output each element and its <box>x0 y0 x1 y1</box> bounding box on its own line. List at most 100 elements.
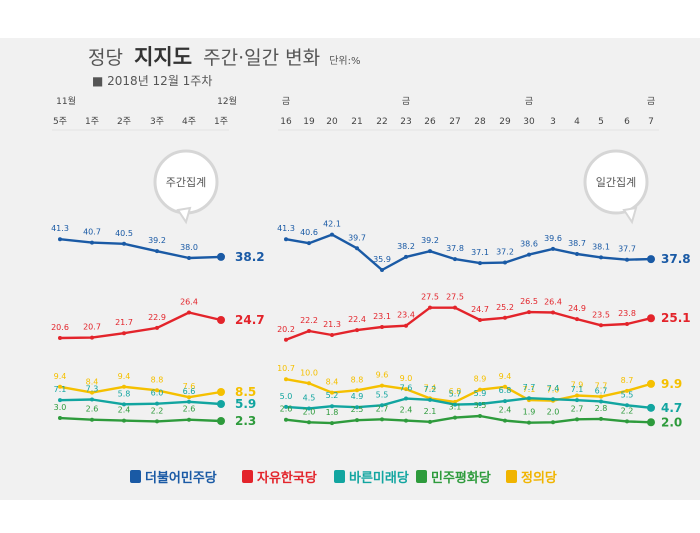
x-tick-label: 29 <box>499 117 511 127</box>
data-label: 8.9 <box>474 375 487 384</box>
data-label: 7.2 <box>424 385 437 394</box>
legend-label: 더불어민주당 <box>145 470 217 486</box>
data-label: 7.1 <box>523 385 536 394</box>
data-label: 7.1 <box>571 385 584 394</box>
data-label: 2.7 <box>376 404 389 413</box>
data-point <box>625 321 629 326</box>
data-point <box>330 332 334 337</box>
bubbles: 주간집계 일간집계 <box>153 149 649 225</box>
top-tick-label: 금 <box>402 96 410 107</box>
series-line <box>59 416 222 423</box>
panel-daily: 금 금 금 금 16 19 20 21 22 23 26 27 28 29 30 3 4 5 6 7 <box>278 96 659 131</box>
data-point <box>330 404 334 409</box>
data-label: 41.3 <box>51 224 69 233</box>
data-label: 2.7 <box>571 404 584 413</box>
data-point <box>599 323 603 328</box>
data-point <box>330 421 334 426</box>
data-point <box>478 402 482 406</box>
data-point <box>355 418 359 423</box>
data-label: 22.2 <box>300 316 318 325</box>
data-label: 7.0 <box>547 386 560 395</box>
data-label: 8.4 <box>86 378 99 387</box>
data-point <box>58 237 62 242</box>
legend-item: 정의당 <box>506 470 557 486</box>
data-point <box>284 377 288 382</box>
series-weekly-4: 3.0 2.6 2.4 2.2 2.6 2.3 <box>54 403 257 428</box>
data-label: 2.4 <box>499 406 512 415</box>
data-point <box>647 314 655 323</box>
data-label: 37.1 <box>471 248 489 257</box>
callout-bubble: 일간집계 <box>583 149 649 225</box>
data-point <box>503 399 507 404</box>
data-label: 2.6 <box>86 405 99 414</box>
data-point <box>647 379 655 388</box>
data-point <box>453 257 457 262</box>
data-point <box>307 381 311 386</box>
data-label: 3.0 <box>54 403 67 412</box>
data-label: 38.1 <box>592 242 610 251</box>
legend-swatch <box>334 470 345 483</box>
data-label: 9.0 <box>400 374 413 383</box>
data-label: 38.7 <box>568 239 586 248</box>
data-point <box>307 420 311 425</box>
x-tick-label: 27 <box>449 117 460 127</box>
series-daily-0: 41.3 40.6 42.1 39.7 35.9 38.2 39.2 37.8 37.1 37.2… <box>277 220 691 272</box>
data-label: 5.8 <box>118 389 131 398</box>
data-point <box>380 383 384 388</box>
data-label: 37.8 <box>446 244 464 253</box>
data-point <box>647 255 655 264</box>
data-point <box>503 315 507 320</box>
data-point <box>284 417 288 422</box>
data-point <box>284 337 288 342</box>
data-label: 37.7 <box>618 245 636 254</box>
data-label: 38.0 <box>180 243 198 252</box>
data-label: 5.0 <box>280 392 293 401</box>
data-point <box>478 413 482 418</box>
data-point <box>625 388 629 393</box>
x-tick-label: 6 <box>624 117 630 127</box>
data-point <box>625 257 629 262</box>
data-point <box>217 252 225 261</box>
data-label: 7.6 <box>183 382 196 391</box>
data-point <box>551 397 555 402</box>
series-line <box>285 306 652 341</box>
data-point <box>380 267 384 272</box>
data-label: 26.4 <box>544 298 562 307</box>
data-point <box>625 419 629 424</box>
bubble-label: 주간집계 <box>166 176 206 189</box>
series-daily-2: 10.7 10.08.4 8.89.6 9.07.4 6.88.9 9.47.1 7.07.… <box>277 364 682 404</box>
callout-bubble: 주간집계 <box>153 149 219 225</box>
data-point <box>478 387 482 392</box>
data-label: 26.5 <box>520 297 538 306</box>
data-label: 1.9 <box>523 408 536 417</box>
legend-item: 더불어민주당 <box>130 470 217 486</box>
data-point <box>155 388 159 393</box>
x-tick-label: 5주 <box>53 116 67 127</box>
data-point <box>58 398 62 403</box>
data-label: 37.2 <box>496 248 514 257</box>
data-label: 23.4 <box>397 311 415 320</box>
data-point <box>428 249 432 254</box>
data-label: 20.7 <box>83 323 101 332</box>
series-line <box>59 311 222 340</box>
data-point <box>551 420 555 425</box>
data-point <box>122 384 126 389</box>
data-point <box>307 406 311 411</box>
data-label: 9.4 <box>499 372 512 381</box>
data-point <box>307 329 311 333</box>
data-point <box>599 255 603 260</box>
x-tick-label: 26 <box>424 117 436 127</box>
series-layer: 41.3 40.7 40.5 39.2 38.0 38.2 20.6 20.7 21.7 22.9… <box>51 220 691 430</box>
legend-swatch <box>130 470 141 483</box>
top-tick-label: 금 <box>282 96 290 107</box>
data-point <box>551 246 555 251</box>
series-weekly-2: 9.4 8.4 9.4 8.8 7.6 8.5 <box>54 372 256 400</box>
x-tick-label: 3 <box>550 117 556 127</box>
data-label: 25.2 <box>496 303 514 312</box>
series-weekly-0: 41.3 40.7 40.5 39.2 38.0 38.2 <box>51 224 265 264</box>
bubble-tail <box>176 206 192 225</box>
data-label: 6.6 <box>183 387 196 396</box>
data-point <box>527 310 531 315</box>
data-label: 7.1 <box>54 385 67 394</box>
